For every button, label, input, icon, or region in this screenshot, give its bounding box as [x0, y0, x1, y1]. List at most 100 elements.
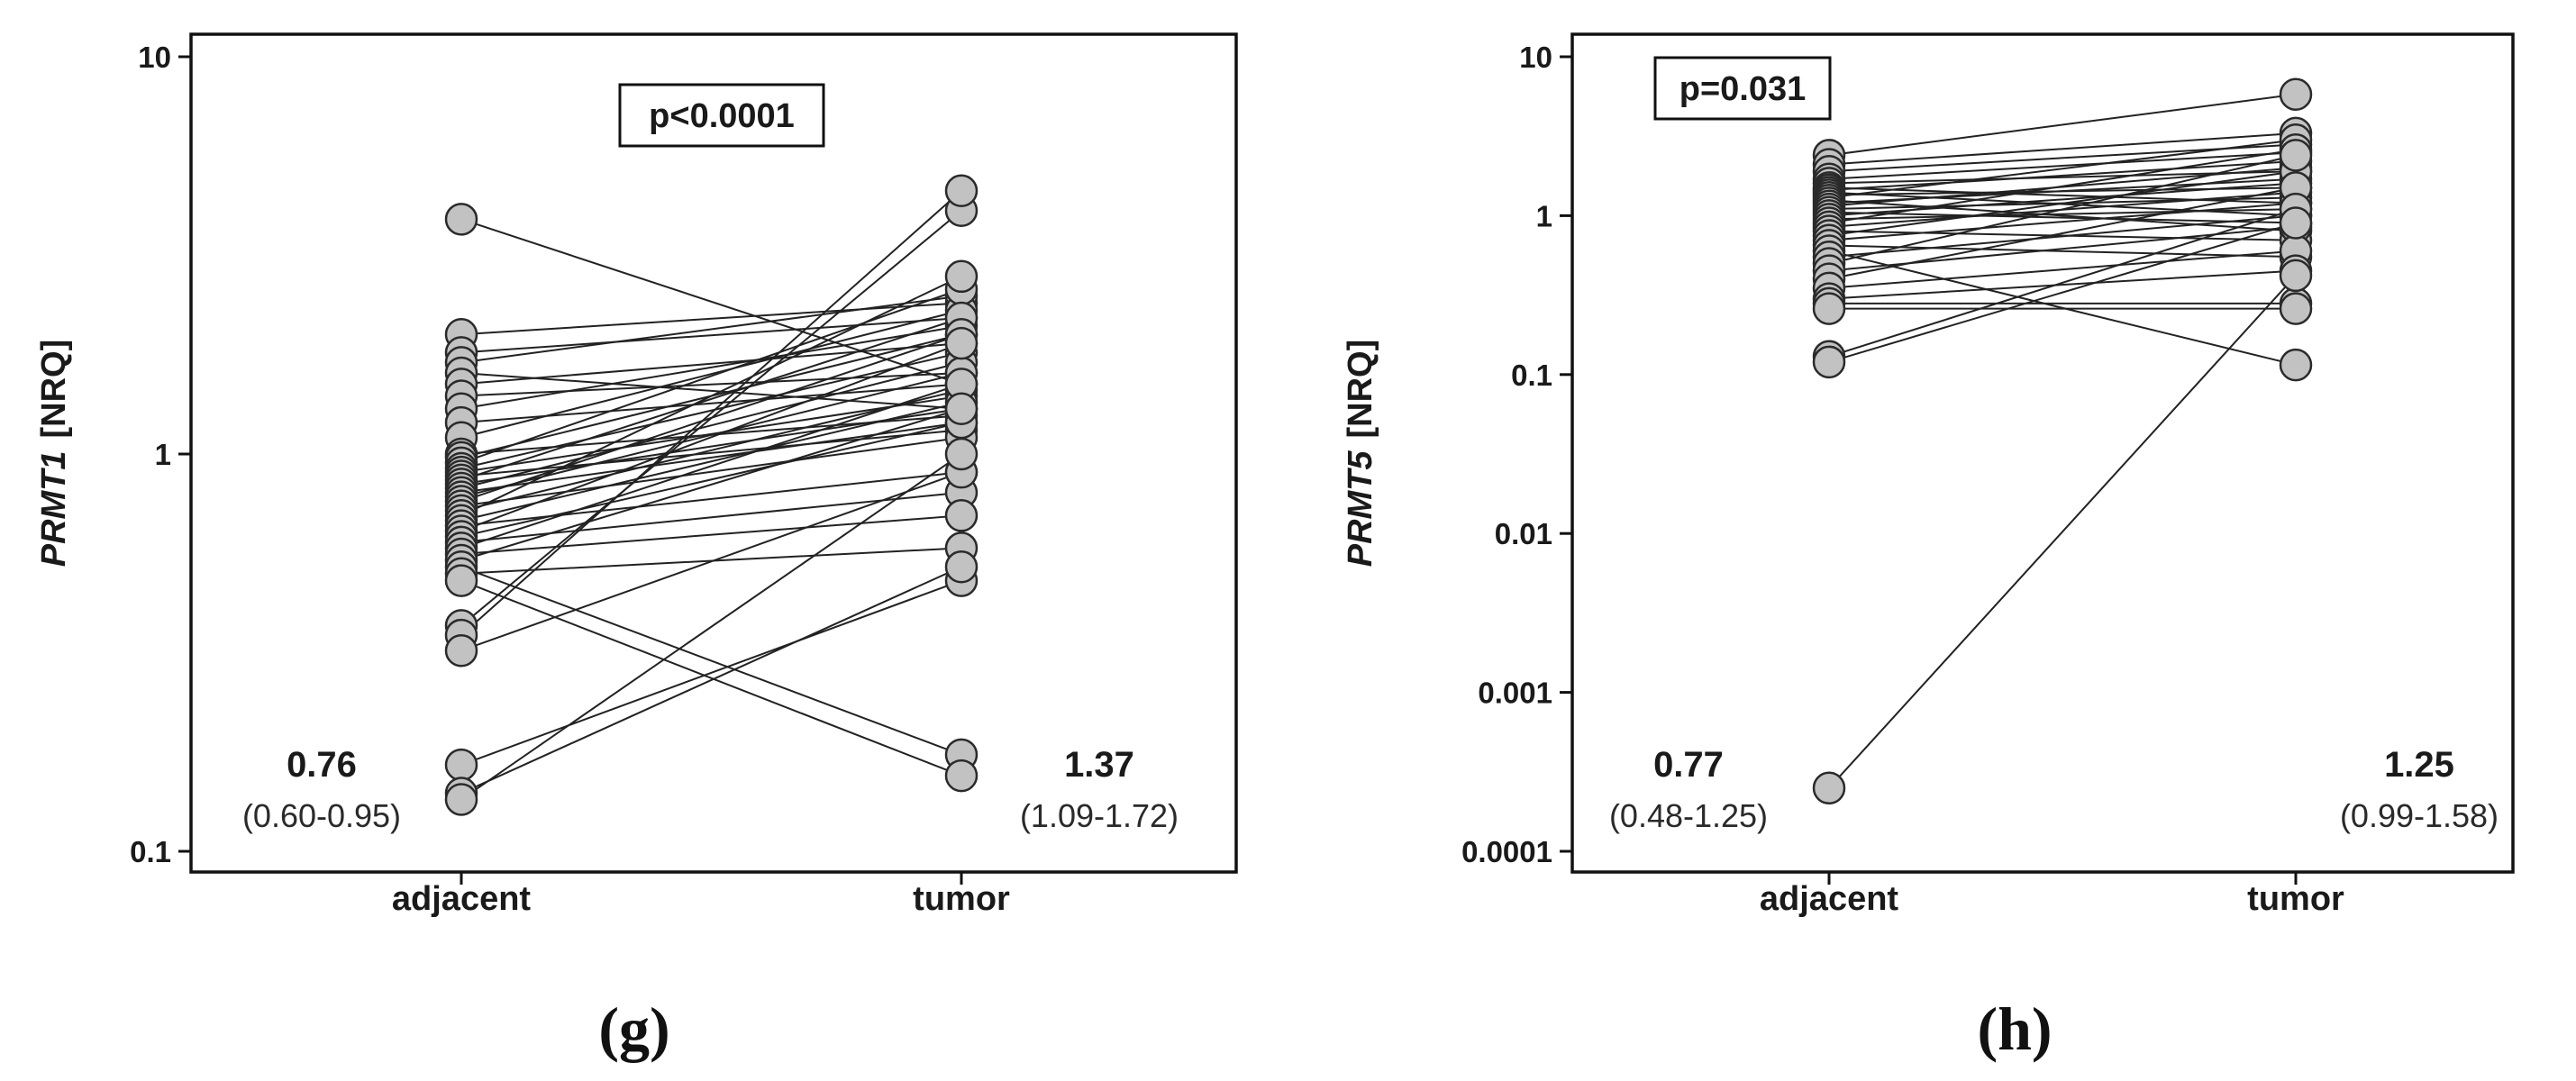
y-tick-label-h: 0.1: [1511, 359, 1552, 392]
y-axis-unit-g: [NRQ]: [35, 340, 73, 439]
p-value-g: p<0.0001: [649, 97, 795, 135]
pair-line-h: [1828, 222, 2297, 363]
pair-line-h: [1828, 250, 2297, 289]
pair-line-g: [460, 471, 962, 652]
pair-line-g: [460, 566, 962, 756]
point-tumor-g: [944, 759, 979, 793]
pair-line-g: [460, 324, 962, 410]
x-tick-label-adjacent-h: adjacent: [1760, 880, 1899, 918]
y-tick-label-g: 0.1: [130, 835, 171, 868]
x-tick-label-tumor-h: tumor: [2247, 880, 2344, 918]
pair-line-h: [1828, 132, 2297, 166]
pair-line-h: [1828, 170, 2297, 237]
ci-tumor-g: (1.09-1.72): [1020, 797, 1179, 834]
point-tumor-g: [944, 326, 979, 360]
pair-line-g: [460, 579, 962, 767]
pair-line-g: [460, 491, 962, 543]
median-adjacent-g: 0.76: [287, 745, 357, 785]
pair-line-g: [460, 295, 962, 364]
pair-line-h: [1828, 199, 2297, 232]
pair-line-g: [460, 579, 962, 777]
pair-line-g: [460, 401, 962, 522]
points-g: [444, 174, 979, 816]
pair-line-h: [1828, 186, 2297, 280]
pair-line-h: [1828, 275, 2297, 789]
point-tumor-g: [944, 550, 979, 584]
p-value-h: p=0.031: [1679, 70, 1807, 108]
point-adjacent-g: [444, 748, 478, 782]
point-tumor-h: [2279, 348, 2313, 382]
median-tumor-g: 1.37: [1064, 745, 1134, 785]
pair-line-h: [1828, 151, 2297, 180]
y-tick-label-h: 1: [1536, 199, 1552, 232]
pair-line-h: [1828, 214, 2297, 259]
y-tick-label-g: 1: [155, 438, 171, 471]
ci-adjacent-h: (0.48-1.25): [1609, 797, 1768, 834]
point-tumor-g: [944, 259, 979, 294]
point-adjacent-h: [1812, 292, 1846, 325]
point-adjacent-g: [444, 783, 478, 816]
plot-frame-h: [1570, 32, 2515, 874]
pair-line-h: [1828, 202, 2297, 241]
point-adjacent-g: [444, 203, 478, 236]
point-tumor-h: [2279, 77, 2313, 111]
pair-line-h: [1828, 93, 2297, 157]
panel-label-g: (g): [598, 995, 669, 1063]
pair-line-g: [460, 383, 962, 550]
pair-line-h: [1828, 139, 2297, 199]
y-tick-label-h: 0.0001: [1461, 835, 1552, 868]
median-adjacent-h: 0.77: [1653, 745, 1724, 785]
panel-h: 10 1 0.1 0.01 0.001 0.0001 adjacent tumor PRM…: [1342, 32, 2515, 1063]
point-tumor-h: [2279, 206, 2313, 240]
pair-line-h: [1828, 208, 2297, 221]
pair-line-g: [460, 422, 962, 538]
pair-line-g: [460, 351, 962, 469]
pair-line-h: [1828, 186, 2297, 204]
pair-line-g: [460, 302, 962, 336]
y-axis-ticks-h: 10 1 0.1 0.01 0.001 0.0001: [1461, 41, 1572, 868]
pair-line-g: [460, 407, 962, 561]
svg-text:PRMT5[NRQ]: PRMT5 [NRQ]: [1342, 340, 1379, 568]
point-tumor-h: [2279, 259, 2313, 293]
pair-line-g: [460, 189, 962, 636]
point-adjacent-g: [444, 633, 478, 668]
y-axis-gene-h: PRMT5: [1342, 450, 1379, 568]
pair-line-g: [460, 371, 962, 397]
median-tumor-h: 1.25: [2384, 745, 2454, 785]
pair-line-h: [1828, 149, 2297, 224]
pair-line-h: [1828, 244, 2297, 259]
p-value-box-g: [618, 83, 825, 148]
point-tumor-g: [944, 499, 979, 532]
y-axis-unit-h: [NRQ]: [1342, 340, 1379, 439]
point-adjacent-h: [1812, 345, 1846, 379]
pair-line-g: [460, 436, 962, 507]
panel-g: 10 1 0.1 adjacent tumor PRMT1 [NRQ] p<0.000…: [35, 32, 1238, 1063]
pair-line-g: [460, 514, 962, 556]
pair-line-g: [460, 566, 962, 795]
y-axis-gene-g: PRMT1: [35, 450, 73, 567]
pair-line-h: [1828, 159, 2297, 191]
pair-lines-h: [1828, 93, 2297, 789]
pair-line-h: [1828, 211, 2297, 224]
point-tumor-g: [944, 392, 979, 426]
pair-line-g: [460, 453, 962, 801]
pair-line-g: [460, 317, 962, 481]
y-tick-label-g: 10: [138, 41, 171, 74]
point-tumor-g: [944, 174, 979, 207]
svg-text:PRMT1[NRQ]: PRMT1 [NRQ]: [35, 340, 73, 568]
panel-label-h: (h): [1977, 995, 2052, 1063]
point-adjacent-g: [444, 564, 478, 597]
pair-line-g: [460, 209, 962, 627]
y-axis-label-h: PRMT5 [NRQ]: [1342, 340, 1379, 568]
point-tumor-h: [2279, 139, 2313, 172]
pair-line-g: [460, 361, 962, 489]
pair-line-g: [460, 288, 962, 464]
pair-line-h: [1828, 208, 2297, 358]
pair-line-g: [460, 429, 962, 477]
pair-line-g: [460, 342, 962, 532]
y-axis-label-g: PRMT1 [NRQ]: [35, 340, 73, 568]
points-h: [1812, 77, 2313, 805]
x-tick-label-tumor-g: tumor: [913, 880, 1010, 918]
x-tick-label-adjacent-g: adjacent: [392, 880, 532, 918]
